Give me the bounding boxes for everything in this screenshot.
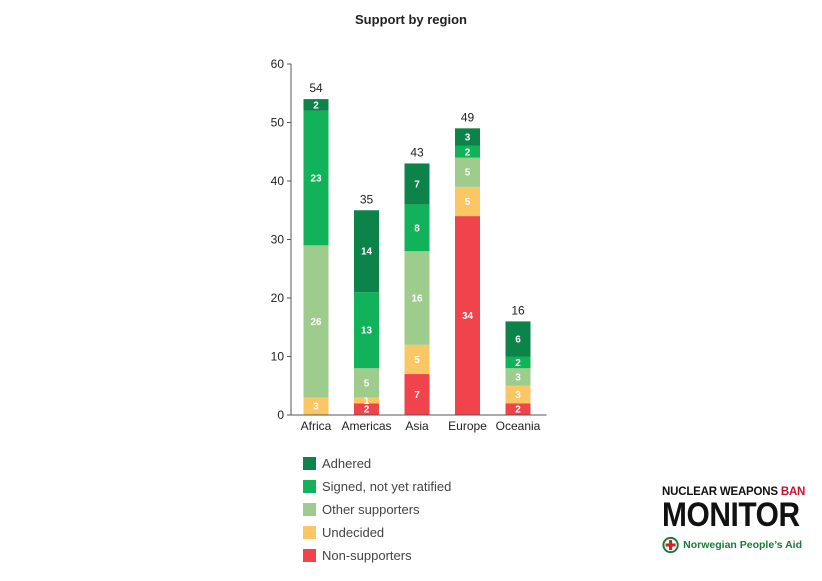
- legend-label: Signed, not yet ratified: [322, 479, 452, 494]
- brand-block: NUCLEAR WEAPONS BAN MONITOR Norwegian Pe…: [662, 486, 806, 555]
- legend-swatch: [303, 549, 316, 562]
- bar-segment: [505, 356, 531, 369]
- x-tick-label: Africa: [301, 419, 332, 433]
- legend-swatch: [303, 526, 316, 539]
- segment-label: 5: [414, 355, 420, 366]
- segment-label: 14: [361, 247, 373, 258]
- segment-label: 1: [364, 396, 370, 407]
- y-tick-label: 50: [271, 116, 285, 130]
- legend-label: Adhered: [322, 456, 372, 471]
- bar-segment: [455, 216, 480, 415]
- bar-segment: [404, 163, 430, 205]
- segment-label: 8: [414, 223, 420, 234]
- bar-total-label: 54: [309, 81, 323, 95]
- legend-item: Other supporters: [303, 498, 451, 521]
- brand-monitor: MONITOR: [662, 496, 800, 534]
- segment-label: 26: [310, 317, 322, 328]
- segment-label: 5: [364, 378, 370, 389]
- segment-label: 3: [313, 402, 319, 413]
- bar-segment: [354, 397, 379, 404]
- x-axis: Africa Americas Asia Europe Oceania: [291, 414, 547, 433]
- brand-title-accent: BAN: [780, 486, 806, 498]
- x-tick-label: Asia: [405, 419, 429, 433]
- segment-label: 5: [465, 197, 471, 208]
- bar-segment: [303, 99, 329, 111]
- bar-segment: [404, 344, 430, 375]
- y-tick-label: 0: [277, 408, 284, 422]
- legend-swatch: [303, 457, 316, 470]
- segment-label: 3: [515, 372, 521, 383]
- segment-label: 5: [465, 168, 471, 179]
- x-tick-label: Oceania: [496, 419, 541, 433]
- brand-org-name: Norwegian People’s Aid: [683, 539, 802, 551]
- segment-label: 2: [313, 100, 319, 111]
- brand-org: Norwegian People’s Aid: [662, 535, 802, 555]
- segment-label: 3: [465, 133, 471, 144]
- bar-segment: [455, 157, 480, 187]
- bar-segment: [505, 403, 531, 415]
- legend-item: Adhered: [303, 452, 451, 475]
- bar-segment: [404, 251, 430, 345]
- brand-title: NUCLEAR WEAPONS BAN: [662, 486, 806, 498]
- segment-label: 23: [310, 174, 322, 185]
- y-tick-label: 40: [271, 174, 285, 188]
- legend-item: Signed, not yet ratified: [303, 475, 451, 498]
- brand-title-main: NUCLEAR WEAPONS: [662, 486, 781, 498]
- y-axis: 0 10 20 30 40 50 60: [271, 57, 292, 422]
- legend-label: Undecided: [322, 525, 385, 540]
- x-tick-label: Europe: [448, 419, 487, 433]
- red-cross-circle-icon: [662, 536, 679, 554]
- segment-label: 2: [515, 358, 521, 369]
- y-tick-label: 10: [271, 350, 285, 364]
- bar-segment: [354, 292, 379, 369]
- segment-label: 7: [414, 179, 420, 190]
- y-tick-label: 30: [271, 233, 285, 247]
- legend-swatch: [303, 480, 316, 493]
- legend: Adhered Signed, not yet ratified Other sup…: [303, 452, 451, 567]
- legend-item: Undecided: [303, 521, 451, 544]
- bar-segment: [455, 128, 480, 146]
- legend-label: Non-supporters: [322, 548, 412, 563]
- segment-label: 7: [414, 390, 420, 401]
- legend-label: Other supporters: [322, 502, 420, 517]
- segment-label: 2: [465, 147, 471, 158]
- bar-segment: [303, 397, 329, 415]
- chart-title: Support by region: [355, 12, 467, 27]
- segment-label: 2: [515, 405, 521, 416]
- segment-label: 6: [515, 334, 521, 345]
- segment-label: 3: [515, 390, 521, 401]
- bar-segment: [354, 403, 379, 415]
- bar-total-label: 43: [410, 145, 424, 159]
- segment-label: 34: [462, 311, 474, 322]
- legend-item: Non-supporters: [303, 544, 451, 567]
- bar-segment: [505, 385, 531, 404]
- bar-segment: [303, 110, 329, 246]
- bar-segment: [505, 368, 531, 386]
- bar-total-label: 16: [511, 303, 525, 317]
- bar-segment: [455, 186, 480, 217]
- segment-label: 13: [361, 326, 373, 337]
- bar-segment: [404, 204, 430, 252]
- segment-label: 16: [411, 294, 423, 305]
- bar-total-label: 49: [461, 110, 475, 124]
- bar-segment: [303, 245, 329, 398]
- bar-segment: [404, 374, 430, 415]
- bar-total-label: 35: [360, 192, 374, 206]
- bar-segment: [354, 368, 379, 398]
- x-tick-label: Americas: [341, 419, 391, 433]
- segment-label: 2: [364, 405, 370, 416]
- y-tick-label: 60: [271, 57, 285, 71]
- bar-segment: [505, 321, 531, 357]
- bar-segment: [455, 145, 480, 158]
- y-tick-label: 20: [271, 291, 285, 305]
- bar-segment: [354, 210, 379, 293]
- legend-swatch: [303, 503, 316, 516]
